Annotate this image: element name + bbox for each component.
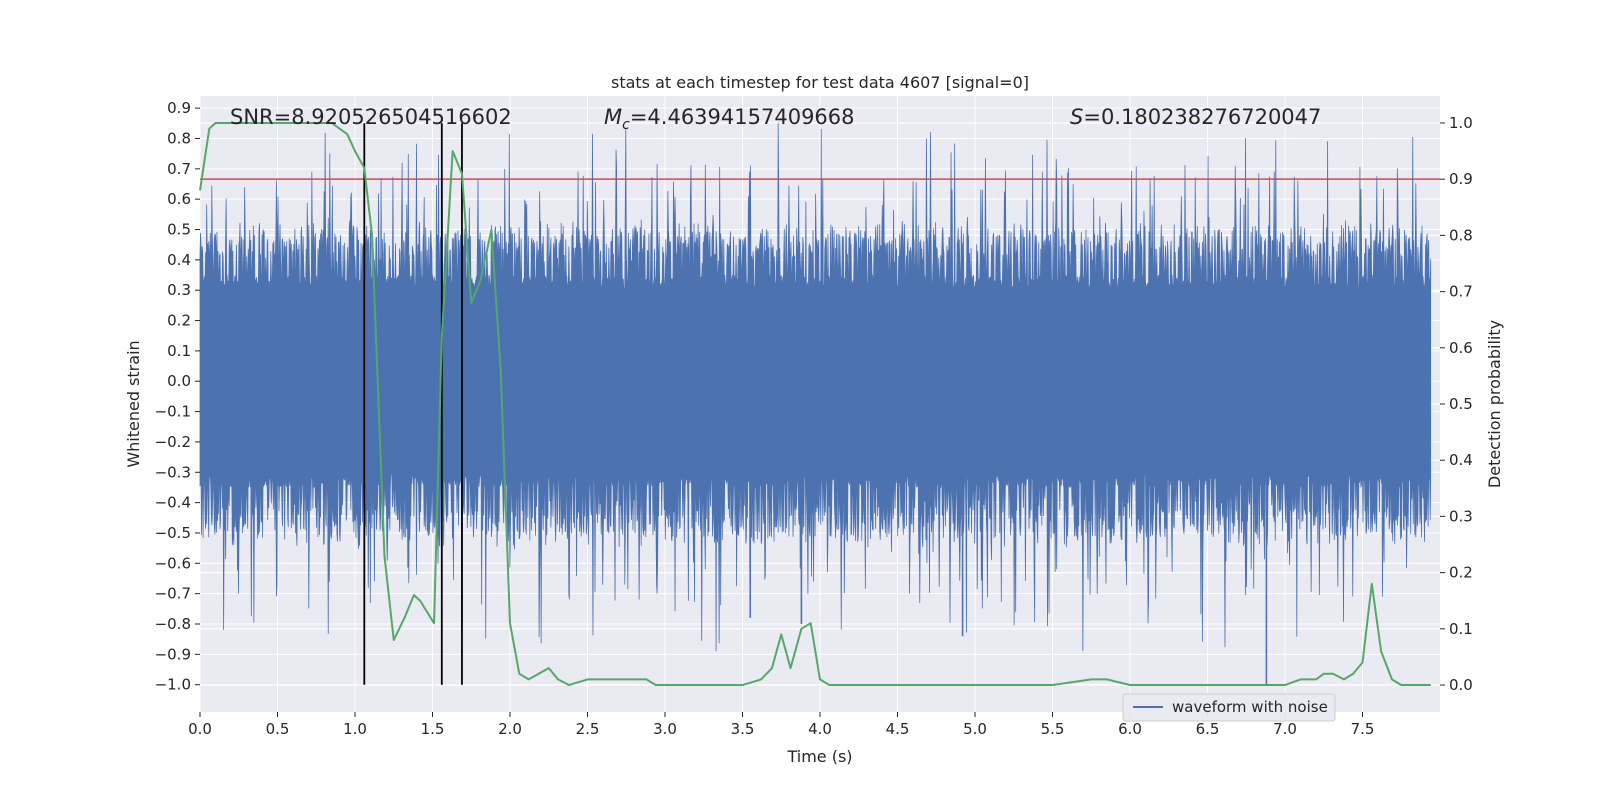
chart-title: stats at each timestep for test data 460…: [611, 73, 1029, 92]
y-tick-label: −0.3: [155, 463, 191, 481]
y-tick-label: −0.7: [155, 585, 191, 603]
s-symbol: S: [1070, 105, 1083, 129]
y2-tick-label: 0.0: [1449, 676, 1473, 694]
y2-tick-label: 0.7: [1449, 283, 1473, 301]
x-tick-label: 1.5: [421, 720, 445, 738]
chirp-mass-symbol: M: [604, 105, 622, 129]
strain-waveform: [199, 122, 1432, 652]
y2-tick-label: 1.0: [1449, 114, 1473, 132]
x-tick-label: 0.5: [266, 720, 290, 738]
chirp-mass-annotation: Mc=4.46394157409668: [604, 105, 855, 133]
x-tick-label: 3.0: [653, 720, 677, 738]
y-tick-label: −0.4: [155, 494, 191, 512]
y-tick-label: −0.6: [155, 554, 191, 572]
y2-tick-label: 0.2: [1449, 564, 1473, 582]
y-tick-label: 0.9: [167, 99, 191, 117]
x-tick-label: 7.0: [1273, 720, 1297, 738]
y-tick-label: 0.7: [167, 160, 191, 178]
s-annotation: S=0.180238276720047: [1070, 105, 1321, 129]
x-ticks: 0.0 0.5 1.0 1.5 2.0 2.5 3.0 3.5 4.0 4.5 5.0 5.5 6.0 6…: [188, 712, 1374, 738]
x-axis-label: Time (s): [786, 747, 852, 766]
x-tick-label: 6.5: [1196, 720, 1220, 738]
s-value: =0.180238276720047: [1083, 105, 1321, 129]
x-tick-label: 1.0: [343, 720, 367, 738]
y-tick-label: −1.0: [155, 676, 191, 694]
y2-ticks: 0.0 0.1 0.2 0.3 0.4 0.5 0.6 0.7 0.8 0.9 1.0: [1440, 114, 1473, 694]
y-tick-label: −0.9: [155, 645, 191, 663]
y-tick-label: −0.2: [155, 433, 191, 451]
x-tick-label: 7.5: [1351, 720, 1375, 738]
y-tick-label: −0.1: [155, 403, 191, 421]
y-tick-label: 0.3: [167, 281, 191, 299]
detection-probability-line: [199, 121, 1431, 687]
y2-axis-label: Detection probability: [1485, 320, 1504, 488]
y2-tick-label: 0.5: [1449, 395, 1473, 413]
y-tick-label: −0.8: [155, 615, 191, 633]
strain-series: [199, 122, 1432, 685]
y-tick-label: −0.5: [155, 524, 191, 542]
y-axis-label: Whitened strain: [124, 340, 143, 467]
snr-annotation: SNR=8.920526504516602: [230, 105, 512, 129]
y-tick-label: 0.0: [167, 372, 191, 390]
y-tick-label: 0.6: [167, 190, 191, 208]
y2-tick-label: 0.4: [1449, 451, 1473, 469]
legend: waveform with noise: [1122, 693, 1336, 722]
marker-lines: [363, 123, 463, 685]
y2-tick-label: 0.9: [1449, 170, 1473, 188]
x-tick-label: 0.0: [188, 720, 212, 738]
x-tick-label: 3.5: [731, 720, 755, 738]
x-tick-label: 5.0: [963, 720, 987, 738]
y-tick-label: 0.8: [167, 129, 191, 147]
y2-tick-label: 0.1: [1449, 620, 1473, 638]
y2-tick-label: 0.3: [1449, 507, 1473, 525]
y-tick-label: 0.2: [167, 312, 191, 330]
x-tick-label: 2.5: [576, 720, 600, 738]
x-tick-label: 6.0: [1118, 720, 1142, 738]
y-ticks: −1.0 −0.9 −0.8 −0.7 −0.6 −0.5 −0.4 −0.3 −0.2 −0.1…: [155, 99, 200, 694]
x-tick-label: 5.5: [1041, 720, 1065, 738]
x-tick-label: 2.0: [498, 720, 522, 738]
y-tick-label: 0.1: [167, 342, 191, 360]
y-tick-label: 0.5: [167, 221, 191, 239]
chirp-mass-value: =4.46394157409668: [630, 105, 855, 129]
legend-box: [1122, 693, 1336, 722]
x-tick-label: 4.0: [808, 720, 832, 738]
chirp-mass-subscript: c: [622, 117, 630, 133]
legend-label: waveform with noise: [1172, 698, 1328, 716]
probability-series: [199, 121, 1431, 687]
x-tick-label: 4.5: [886, 720, 910, 738]
y2-tick-label: 0.6: [1449, 339, 1473, 357]
y2-tick-label: 0.8: [1449, 226, 1473, 244]
y-tick-label: 0.4: [167, 251, 191, 269]
